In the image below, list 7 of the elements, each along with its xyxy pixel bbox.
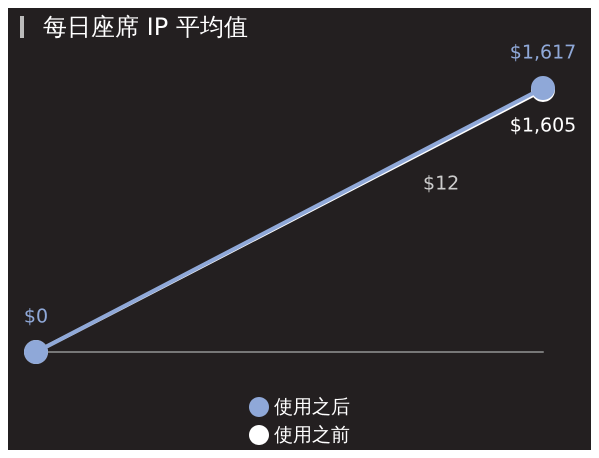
chart-title: 每日座席 IP 平均值 <box>43 13 248 41</box>
data-label: $1,605 <box>510 114 576 136</box>
legend-label: 使用之前 <box>274 424 350 446</box>
annotation: $12 <box>423 172 460 194</box>
data-label: $0 <box>24 306 48 328</box>
data-label: $1,617 <box>510 42 576 64</box>
legend-label: 使用之后 <box>274 396 350 418</box>
